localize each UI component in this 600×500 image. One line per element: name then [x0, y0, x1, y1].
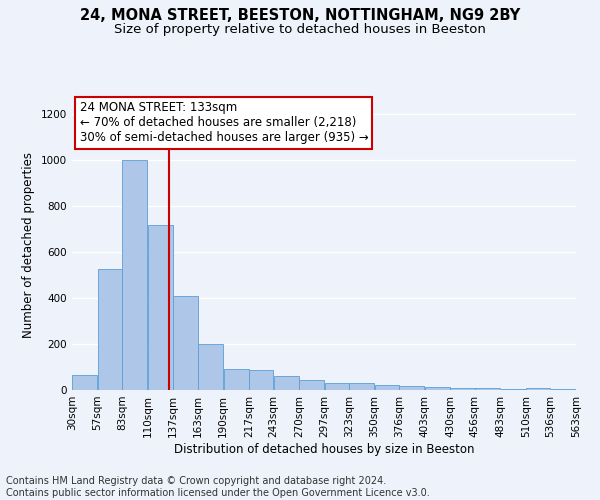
Bar: [299, 380, 324, 390]
Bar: [72, 375, 97, 390]
Bar: [551, 389, 576, 390]
Bar: [274, 376, 299, 390]
Bar: [526, 388, 550, 390]
Bar: [375, 386, 399, 390]
Text: 24, MONA STREET, BEESTON, NOTTINGHAM, NG9 2BY: 24, MONA STREET, BEESTON, NOTTINGHAM, NG…: [80, 8, 520, 22]
Bar: [451, 388, 475, 390]
Text: Size of property relative to detached houses in Beeston: Size of property relative to detached ho…: [114, 22, 486, 36]
Text: 24 MONA STREET: 133sqm
← 70% of detached houses are smaller (2,218)
30% of semi-: 24 MONA STREET: 133sqm ← 70% of detached…: [80, 102, 368, 144]
Y-axis label: Number of detached properties: Number of detached properties: [22, 152, 35, 338]
Text: Contains HM Land Registry data © Crown copyright and database right 2024.
Contai: Contains HM Land Registry data © Crown c…: [6, 476, 430, 498]
Bar: [500, 388, 526, 390]
Bar: [224, 370, 248, 390]
Bar: [349, 383, 374, 390]
Bar: [173, 296, 197, 390]
Bar: [425, 386, 450, 390]
Bar: [98, 269, 122, 390]
Bar: [198, 344, 223, 390]
Bar: [249, 370, 273, 390]
Bar: [148, 226, 173, 390]
Bar: [475, 388, 500, 390]
Text: Distribution of detached houses by size in Beeston: Distribution of detached houses by size …: [174, 442, 474, 456]
Bar: [122, 160, 148, 390]
Bar: [400, 386, 424, 390]
Bar: [325, 382, 349, 390]
